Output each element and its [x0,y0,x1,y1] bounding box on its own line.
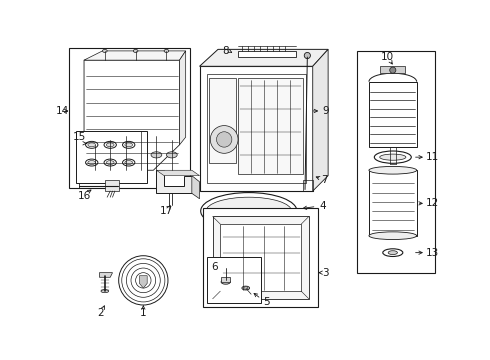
Text: 3: 3 [322,268,329,278]
Ellipse shape [374,151,411,163]
Ellipse shape [383,249,403,256]
Polygon shape [156,170,199,176]
Text: 14: 14 [56,106,69,116]
Bar [69,48,190,188]
Ellipse shape [388,251,397,255]
Text: 15: 15 [73,132,86,142]
Bar [357,51,435,273]
Text: 16: 16 [77,191,91,201]
Ellipse shape [106,161,114,165]
Ellipse shape [106,143,114,147]
Ellipse shape [101,289,109,293]
Text: 4: 4 [319,202,326,211]
Ellipse shape [122,141,135,148]
Ellipse shape [120,152,131,158]
Circle shape [119,256,168,305]
Polygon shape [238,78,303,174]
Ellipse shape [369,166,416,174]
Circle shape [217,132,232,147]
Ellipse shape [122,159,135,166]
Ellipse shape [86,141,98,148]
Polygon shape [209,78,236,163]
Text: 7: 7 [321,175,328,185]
Bar [76,131,147,183]
Bar [238,51,296,57]
Text: 6: 6 [212,261,218,271]
Circle shape [304,53,311,59]
Ellipse shape [133,49,138,53]
Polygon shape [140,276,147,288]
Polygon shape [192,176,199,199]
Ellipse shape [167,152,177,158]
Ellipse shape [136,152,147,158]
Circle shape [390,67,396,73]
Polygon shape [179,51,186,145]
Text: 9: 9 [322,106,329,116]
Text: 5: 5 [263,297,270,307]
Ellipse shape [201,193,297,230]
Bar [203,208,318,307]
Ellipse shape [104,141,116,148]
Bar [369,82,416,147]
Text: 13: 13 [425,248,439,258]
Ellipse shape [125,161,132,165]
Text: 10: 10 [381,52,394,62]
Text: 11: 11 [425,152,439,162]
Ellipse shape [102,49,107,53]
Ellipse shape [380,154,406,160]
Polygon shape [313,49,328,191]
Ellipse shape [221,280,230,284]
Polygon shape [156,170,192,193]
Polygon shape [199,66,313,191]
Ellipse shape [164,49,169,53]
Text: 17: 17 [160,206,173,216]
Polygon shape [99,273,113,277]
Ellipse shape [206,197,292,225]
Polygon shape [380,66,405,73]
Bar [369,170,416,236]
Ellipse shape [125,143,132,147]
Ellipse shape [151,152,162,158]
Bar [105,180,119,191]
Ellipse shape [88,143,96,147]
Text: 1: 1 [140,308,147,318]
Text: 8: 8 [222,46,229,56]
Ellipse shape [244,287,247,289]
Ellipse shape [105,152,116,158]
Text: 12: 12 [425,198,439,208]
Bar [207,74,306,183]
Ellipse shape [242,286,249,290]
Ellipse shape [88,161,96,165]
Polygon shape [84,51,186,60]
Ellipse shape [104,159,116,166]
Bar [207,257,261,303]
Polygon shape [199,49,328,66]
Ellipse shape [86,159,98,166]
Text: 2: 2 [98,308,104,318]
Polygon shape [84,60,179,170]
Ellipse shape [89,152,100,158]
Circle shape [210,126,238,153]
Polygon shape [220,224,301,291]
Polygon shape [213,216,309,299]
Ellipse shape [369,232,416,239]
Bar [221,277,230,282]
